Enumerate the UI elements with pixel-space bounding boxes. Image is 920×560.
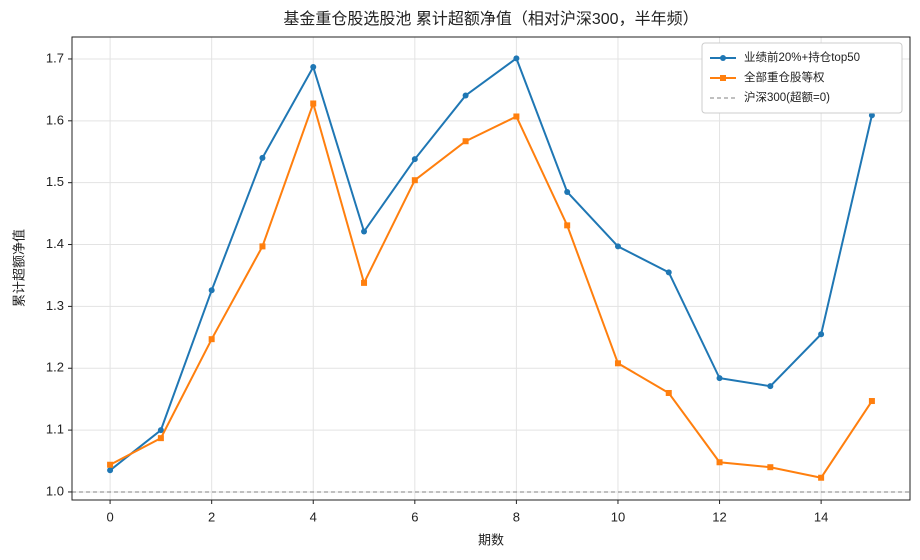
data-point [107, 467, 114, 474]
y-tick-label: 1.1 [46, 422, 64, 437]
x-tick-label: 4 [310, 509, 317, 524]
data-point [310, 64, 317, 71]
legend-marker [720, 55, 726, 61]
data-point [361, 279, 368, 286]
data-point [564, 222, 571, 229]
data-point [767, 464, 774, 471]
y-tick-label: 1.5 [46, 174, 64, 189]
data-point [614, 360, 621, 367]
data-point [513, 113, 520, 120]
y-tick-label: 1.2 [46, 360, 64, 375]
data-point [767, 383, 774, 390]
data-point [868, 398, 875, 405]
plot-frame [71, 36, 911, 501]
data-point [361, 228, 368, 235]
data-point [411, 177, 418, 184]
data-point [310, 100, 317, 107]
data-point [665, 389, 672, 396]
series-line [109, 100, 873, 479]
legend-box [701, 42, 903, 114]
data-point [157, 435, 164, 442]
chart-title: 基金重仓股选股池 累计超额净值（相对沪深300，半年频） [283, 10, 698, 28]
data-point [462, 138, 469, 145]
x-tick-label: 14 [814, 509, 828, 524]
legend-marker [720, 75, 726, 81]
legend-label: 沪深300(超额=0) [744, 90, 830, 104]
y-tick-label: 1.4 [46, 236, 64, 251]
legend-label: 业绩前20%+持仓top50 [744, 50, 860, 64]
x-tick-label: 10 [611, 509, 625, 524]
data-point [259, 154, 266, 161]
x-tick-label: 12 [712, 509, 726, 524]
data-point [107, 461, 114, 468]
x-axis-label: 期数 [478, 532, 504, 547]
data-point [157, 427, 164, 434]
x-tick-label: 8 [513, 509, 520, 524]
data-point [564, 188, 571, 195]
y-tick-label: 1.7 [46, 50, 64, 65]
data-point [716, 459, 723, 466]
y-axis-label: 累计超额净值 [11, 229, 26, 307]
data-point [208, 287, 215, 294]
data-point [818, 474, 825, 481]
x-tick-label: 0 [106, 509, 113, 524]
data-point [614, 243, 621, 250]
data-point [411, 156, 418, 163]
legend-label: 全部重仓股等权 [744, 70, 825, 84]
x-tick-label: 2 [208, 509, 215, 524]
data-point [462, 92, 469, 99]
data-point [818, 331, 825, 338]
y-tick-label: 1.3 [46, 298, 64, 313]
series-line [109, 56, 873, 472]
data-point [665, 269, 672, 276]
data-point [259, 243, 266, 250]
y-tick-label: 1.0 [46, 483, 64, 498]
data-point [716, 375, 723, 382]
y-tick-label: 1.6 [46, 112, 64, 127]
data-point [208, 336, 215, 343]
data-point [868, 112, 875, 119]
x-tick-label: 6 [411, 509, 418, 524]
data-point [513, 55, 520, 62]
